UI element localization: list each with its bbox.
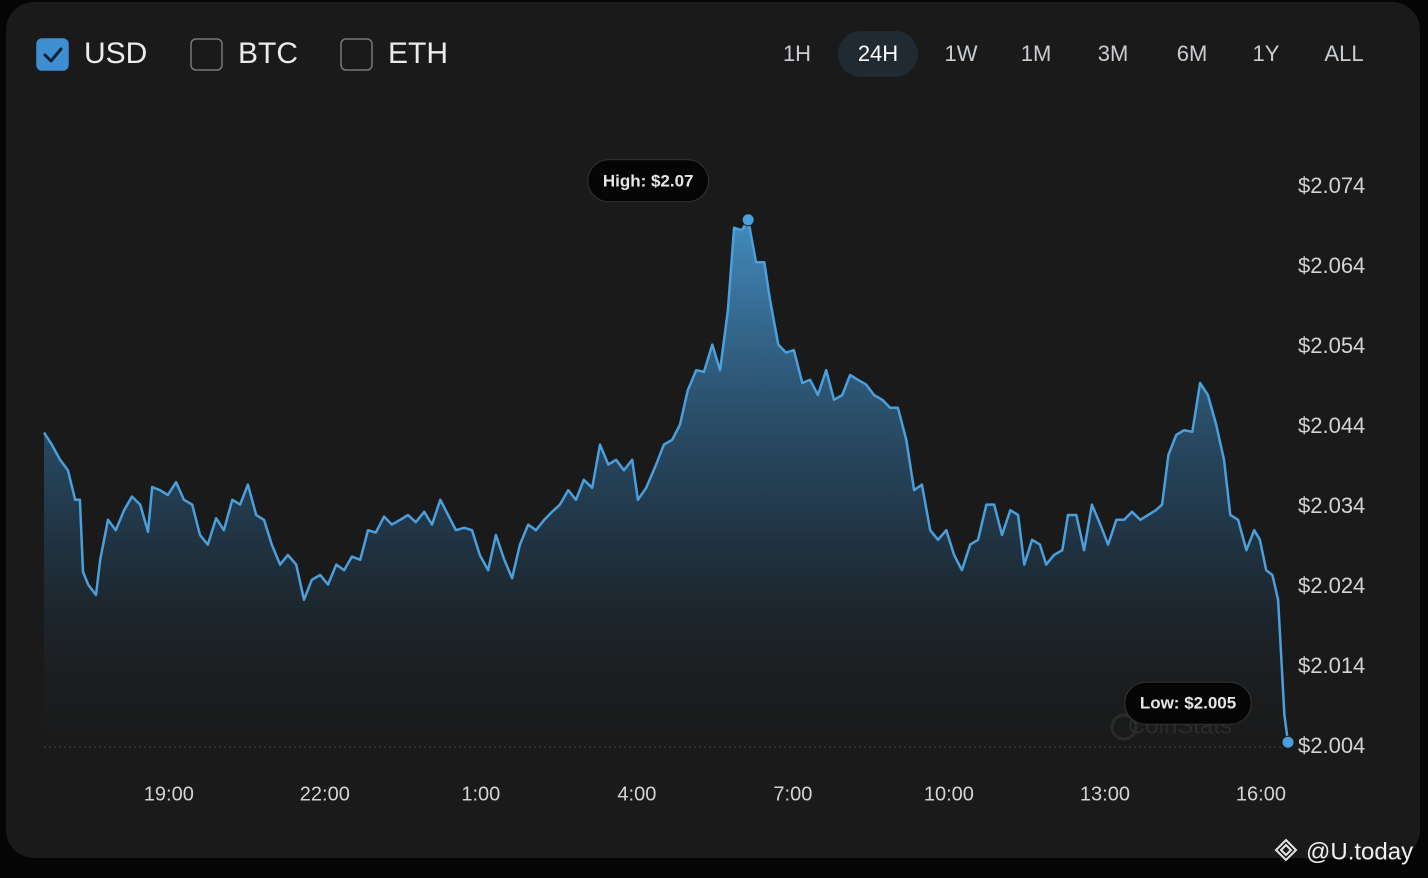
- x-tick-label: 4:00: [617, 783, 656, 805]
- x-tick-label: 10:00: [924, 783, 974, 805]
- range-label[interactable]: 3M: [1098, 41, 1129, 66]
- toolbar: USD BTC ETH 1H 24H 1W 1M 3M 6M 1Y ALL: [36, 31, 1364, 77]
- currency-label[interactable]: ETH: [388, 37, 448, 70]
- credit-logo: [1274, 838, 1298, 862]
- x-tick-label: 16:00: [1236, 783, 1286, 805]
- range-label[interactable]: 1M: [1021, 41, 1052, 66]
- checkbox[interactable]: [36, 38, 69, 71]
- y-tick-label: $2.024: [1298, 573, 1365, 598]
- currency-toggle[interactable]: ETH: [340, 37, 448, 71]
- currency-label[interactable]: USD: [84, 37, 147, 70]
- y-tick-label: $2.004: [1298, 733, 1365, 758]
- price-line: [42, 218, 1290, 743]
- range-label[interactable]: 1W: [945, 41, 978, 66]
- range-button[interactable]: 24H: [838, 31, 918, 77]
- y-tick-label: $2.044: [1298, 413, 1365, 438]
- credit: @U.today: [1306, 838, 1413, 865]
- y-tick-label: $2.054: [1298, 333, 1365, 358]
- range-button[interactable]: 1Y: [1253, 41, 1280, 66]
- check-mark: [43, 47, 63, 63]
- currency-toggle[interactable]: USD: [36, 37, 147, 71]
- range-button[interactable]: 6M: [1177, 41, 1208, 66]
- range-label[interactable]: 24H: [858, 41, 898, 66]
- annotation-label: Low: $2.005: [1140, 694, 1236, 713]
- extreme-point: [1281, 735, 1295, 749]
- annotation-label: High: $2.07: [603, 171, 694, 190]
- currency-label[interactable]: BTC: [238, 37, 298, 70]
- x-tick-label: 1:00: [461, 783, 500, 805]
- extreme-point: [741, 213, 755, 227]
- currency-toggle[interactable]: BTC: [190, 37, 298, 71]
- range-button[interactable]: 3M: [1098, 41, 1129, 66]
- y-tick-label: $2.064: [1298, 253, 1365, 278]
- range-label[interactable]: 1H: [783, 41, 811, 66]
- y-tick-label: $2.034: [1298, 493, 1365, 518]
- range-button[interactable]: 1M: [1021, 41, 1052, 66]
- range-label[interactable]: 1Y: [1253, 41, 1280, 66]
- range-button[interactable]: 1W: [945, 41, 978, 66]
- checkbox[interactable]: [340, 38, 373, 71]
- y-tick-label: $2.074: [1298, 173, 1365, 198]
- x-tick-label: 7:00: [773, 783, 812, 805]
- range-selected-bg[interactable]: [838, 31, 918, 77]
- y-tick-label: $2.014: [1298, 653, 1365, 678]
- x-tick-label: 22:00: [300, 783, 350, 805]
- annotation-pill: [1124, 681, 1252, 725]
- area-fill: [44, 219, 1288, 773]
- annotation-pill: [587, 159, 710, 203]
- range-label[interactable]: 6M: [1177, 41, 1208, 66]
- x-tick-label: 13:00: [1080, 783, 1130, 805]
- range-label[interactable]: ALL: [1324, 41, 1363, 66]
- range-button[interactable]: ALL: [1324, 41, 1363, 66]
- plot: CoinStats$2.004$2.014$2.024$2.034$2.044$…: [42, 159, 1365, 805]
- range-button[interactable]: 1H: [783, 41, 811, 66]
- x-tick-label: 19:00: [144, 783, 194, 805]
- checkbox[interactable]: [190, 38, 223, 71]
